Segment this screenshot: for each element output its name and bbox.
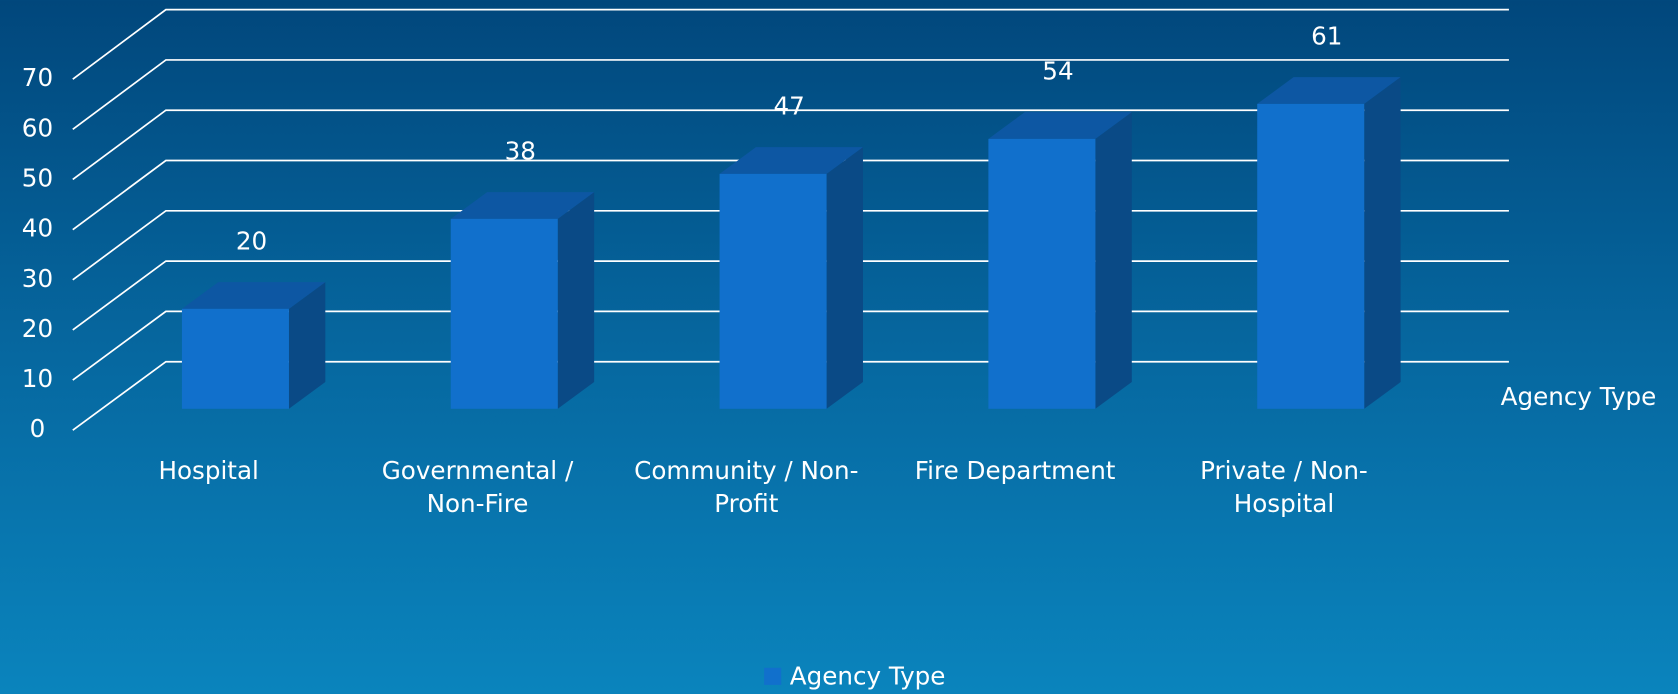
- grid-line: [72, 8, 1509, 80]
- legend-label: Agency Type: [790, 661, 946, 690]
- grid-line: [72, 59, 1509, 131]
- y-tick-label: 70: [22, 63, 53, 92]
- y-tick-label: 0: [30, 414, 46, 443]
- value-label: 20: [236, 226, 267, 255]
- bar-side: [288, 282, 326, 409]
- y-tick-label: 40: [22, 214, 53, 243]
- y-tick-label: 30: [22, 264, 53, 293]
- bar: [450, 218, 558, 409]
- x-tick-label: Private / Non-Hospital: [1200, 456, 1368, 518]
- bar: [1257, 103, 1365, 409]
- y-tick-label: 10: [22, 364, 53, 393]
- bar-side: [1364, 77, 1401, 409]
- bar-top: [1257, 77, 1401, 104]
- bar-side: [1095, 112, 1132, 409]
- x-tick-label: Community / Non-Profit: [634, 456, 858, 518]
- bar-top: [719, 147, 863, 174]
- y-tick-label: 20: [22, 314, 53, 343]
- y-tick-label: 50: [22, 163, 53, 192]
- value-label: 38: [505, 136, 536, 165]
- x-tick-label: Hospital: [158, 456, 258, 485]
- value-label: 61: [1311, 22, 1342, 51]
- x-tick-label: Governmental / Non-Fire: [382, 456, 574, 518]
- bar-top: [450, 192, 595, 219]
- bar-side: [557, 192, 595, 409]
- x-tick-label: Fire Department: [915, 456, 1116, 485]
- depth-axis-label: Agency Type: [1501, 382, 1657, 411]
- bar-side: [826, 147, 863, 409]
- value-label: 54: [1042, 56, 1073, 85]
- bar: [181, 308, 289, 409]
- legend-swatch: [764, 667, 782, 685]
- bar-top: [988, 112, 1132, 139]
- value-label: 47: [773, 91, 804, 120]
- bar-top: [181, 282, 326, 309]
- bar: [719, 173, 827, 409]
- bar: [988, 138, 1096, 409]
- y-tick-label: 60: [22, 113, 53, 142]
- grid-line: [72, 109, 1509, 181]
